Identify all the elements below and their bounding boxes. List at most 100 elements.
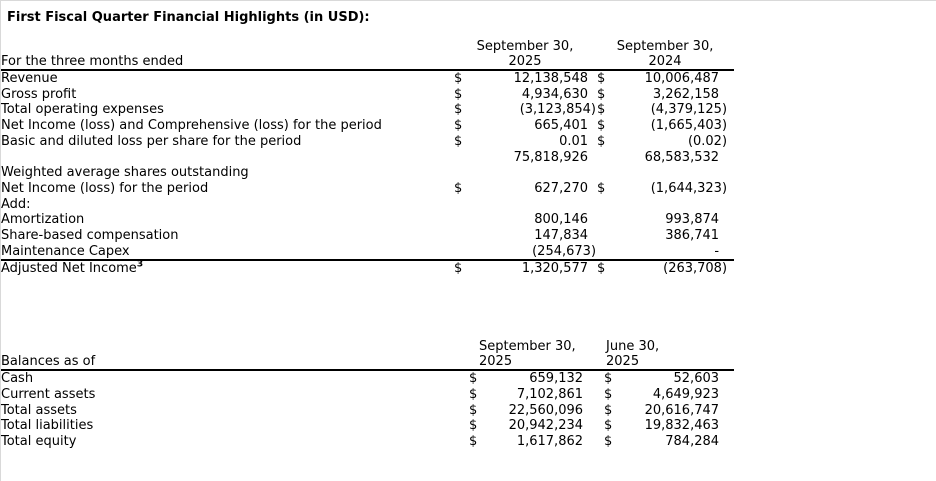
dollar-sign: $ <box>469 418 478 434</box>
income-col-header-sep-2024: September 30, 2024 <box>596 39 735 71</box>
value-2025: 627,270 <box>534 180 589 196</box>
value-sep-30-2025: 659,132 <box>529 371 584 387</box>
dollar-sign: $ <box>469 371 478 387</box>
dollar-sign: $ <box>597 71 606 86</box>
row-label: Net Income (loss) and Comprehensive (los… <box>1 118 382 134</box>
footnote-marker: 3 <box>136 260 144 271</box>
balance-sheet-table: Balances as of September 30, 2025 June 3… <box>1 339 735 450</box>
value-2024: 68,583,532 <box>644 149 720 165</box>
row-label: Share-based compensation <box>1 228 179 244</box>
income-row-weighted-shares-label: Weighted average shares outstanding <box>1 165 734 181</box>
balance-col-header-jun-2025: June 30, 2025 <box>588 339 735 372</box>
balance-row-total-assets: Total assets $ 22,560,096 $ 20,616,747 <box>1 403 734 419</box>
dollar-sign: $ <box>604 386 613 402</box>
dollar-sign: $ <box>454 71 463 86</box>
dollar-sign: $ <box>597 102 606 118</box>
dollar-sign <box>596 197 618 213</box>
value-sep-30-2025: 7,102,861 <box>516 386 584 402</box>
income-row-weighted-shares-values: 75,818,926 68,583,532 <box>1 150 734 166</box>
dollar-sign: $ <box>604 433 613 449</box>
value-jun-30-2025: 4,649,923 <box>652 386 720 402</box>
value-2024: (1,665,403) <box>650 118 728 134</box>
value-2025: 4,934,630 <box>521 86 589 102</box>
value-2024: (263,708) <box>663 261 728 277</box>
value-2025: 75,818,926 <box>513 149 589 165</box>
row-label: Total equity <box>1 433 77 449</box>
value-2024: (1,644,323) <box>650 180 728 196</box>
dollar-sign <box>454 243 476 262</box>
dollar-sign <box>454 228 476 244</box>
value-jun-30-2025: 784,284 <box>665 433 720 449</box>
row-label: Maintenance Capex <box>1 243 454 262</box>
row-label: Adjusted Net Income3 <box>1 260 454 277</box>
dollar-sign <box>454 150 476 166</box>
value-2024: 386,741 <box>665 228 720 244</box>
value-2025 <box>476 197 596 213</box>
dollar-sign: $ <box>454 133 463 149</box>
dollar-sign: $ <box>604 371 613 387</box>
income-row-adjusted-net-income: Adjusted Net Income3 $ 1,320,577 $ (263,… <box>1 260 734 277</box>
row-label: Total assets <box>1 402 77 418</box>
income-statement-table: For the three months ended September 30,… <box>1 39 735 277</box>
dollar-sign <box>596 150 618 166</box>
value-2024: 993,874 <box>665 212 720 228</box>
row-label: Total liabilities <box>1 418 94 434</box>
row-label: Basic and diluted loss per share for the… <box>1 133 302 149</box>
balance-row-total-equity: Total equity $ 1,617,862 $ 784,284 <box>1 434 734 450</box>
dollar-sign: $ <box>597 133 606 149</box>
col-header-line1: September 30, <box>479 339 576 355</box>
row-label: Add: <box>1 196 31 212</box>
dollar-sign: $ <box>597 180 606 196</box>
row-label: Cash <box>1 371 34 387</box>
value-sep-30-2025: 22,560,096 <box>508 402 584 418</box>
income-row-revenue: Revenue $ 12,138,548 $ 10,006,487 <box>1 70 734 87</box>
dollar-sign: $ <box>454 180 463 196</box>
row-label: Current assets <box>1 386 96 402</box>
page-title: First Fiscal Quarter Financial Highlight… <box>7 10 370 25</box>
col-header-line1: June 30, <box>606 339 660 355</box>
income-row-amortization: Amortization 800,146 993,874 <box>1 212 734 228</box>
value-jun-30-2025: 20,616,747 <box>644 402 720 418</box>
value-2024 <box>618 197 734 213</box>
row-label: Amortization <box>1 212 85 228</box>
income-row-basic-diluted-loss-per-share: Basic and diluted loss per share for the… <box>1 134 734 150</box>
income-header-row: For the three months ended September 30,… <box>1 39 735 71</box>
dollar-sign <box>596 165 618 181</box>
dollar-sign: $ <box>454 261 463 277</box>
value-2025: 800,146 <box>534 212 589 228</box>
value-2024: 3,262,158 <box>652 86 720 102</box>
col-header-line2: 2024 <box>648 54 682 69</box>
dollar-sign <box>596 228 618 244</box>
value-2024: - <box>618 243 735 262</box>
dollar-sign: $ <box>469 402 478 418</box>
dollar-sign <box>454 165 476 181</box>
row-label <box>1 150 454 166</box>
dollar-sign: $ <box>597 261 606 277</box>
income-row-share-based-compensation: Share-based compensation 147,834 386,741 <box>1 228 734 244</box>
income-row-maintenance-capex: Maintenance Capex (254,673) - <box>1 243 735 262</box>
income-row-header: For the three months ended <box>1 39 454 71</box>
col-header-line2: 2025 <box>479 354 513 370</box>
balance-row-header: Balances as of <box>1 339 469 372</box>
income-row-gross-profit: Gross profit $ 4,934,630 $ 3,262,158 <box>1 87 734 103</box>
value-2025 <box>476 165 596 181</box>
balance-col-header-sep-2025: September 30, 2025 <box>469 339 589 372</box>
col-header-line1: September 30, <box>476 39 574 54</box>
value-2025: 0.01 <box>559 133 589 149</box>
dollar-sign <box>454 212 476 228</box>
value-2024: (4,379,125) <box>650 102 728 118</box>
row-label: Gross profit <box>1 86 77 102</box>
dollar-sign: $ <box>454 118 463 134</box>
dollar-sign <box>596 243 619 262</box>
dollar-sign: $ <box>597 86 606 102</box>
value-jun-30-2025: 19,832,463 <box>644 418 720 434</box>
dollar-sign <box>454 197 476 213</box>
col-header-line2: 2025 <box>606 354 640 370</box>
value-sep-30-2025: 1,617,862 <box>516 433 584 449</box>
row-label: Total operating expenses <box>1 102 164 118</box>
dollar-sign: $ <box>454 86 463 102</box>
value-2025: 1,320,577 <box>521 261 589 277</box>
row-label: Revenue <box>1 71 58 86</box>
balance-row-current-assets: Current assets $ 7,102,861 $ 4,649,923 <box>1 387 734 403</box>
